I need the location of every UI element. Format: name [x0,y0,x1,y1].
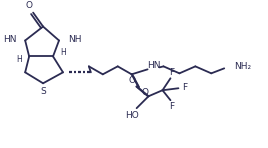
Text: HN: HN [147,61,160,70]
Text: F: F [169,102,174,111]
Text: F: F [169,68,174,77]
Text: NH₂: NH₂ [234,62,251,71]
Text: O: O [26,1,33,10]
Text: NH: NH [68,35,81,44]
Text: H: H [16,55,22,64]
Text: O: O [128,76,135,85]
Text: HN: HN [3,35,16,44]
Text: H: H [60,48,66,57]
Text: O: O [141,88,148,97]
Text: HO: HO [125,111,139,120]
Text: F: F [182,83,187,92]
Text: S: S [40,87,46,96]
